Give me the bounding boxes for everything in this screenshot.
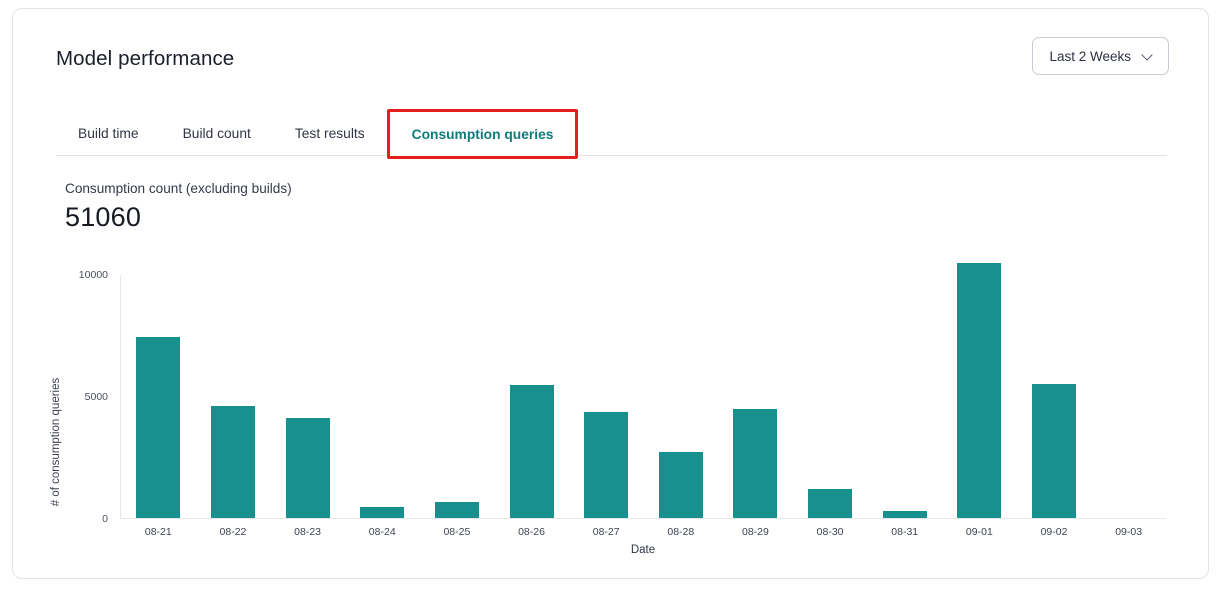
x-axis-tick: 09-01: [965, 526, 993, 538]
bar[interactable]: [509, 385, 554, 518]
x-axis-tick: 08-26: [518, 526, 545, 538]
metric-label: Consumption count (excluding builds): [65, 181, 292, 196]
chevron-down-icon: [1143, 51, 1154, 62]
x-axis-tick: 09-02: [1040, 526, 1068, 538]
x-axis-tick: 09-03: [1115, 526, 1143, 538]
model-performance-card: Model performance Last 2 Weeks Build tim…: [12, 8, 1209, 579]
bar-slot: 08-29: [718, 275, 793, 538]
bar-slot: 08-26: [494, 275, 569, 538]
x-axis-tick: 08-29: [742, 526, 769, 538]
bar[interactable]: [584, 411, 629, 518]
x-axis-tick: 08-28: [667, 526, 695, 538]
time-range-select[interactable]: Last 2 Weeks: [1032, 37, 1169, 75]
tab-label: Build time: [78, 125, 139, 141]
y-axis-title: # of consumption queries: [50, 377, 62, 507]
bar-slot: 08-21: [121, 275, 196, 538]
x-axis-tick: 08-22: [219, 526, 247, 538]
tab-build-count[interactable]: Build count: [160, 110, 273, 156]
bar[interactable]: [1032, 383, 1076, 518]
bar-slot: 08-30: [793, 275, 868, 538]
x-axis-tick: 08-21: [144, 526, 172, 538]
bar[interactable]: [733, 409, 778, 518]
bar-slot: 09-01: [942, 263, 1017, 538]
bar-slot: 08-22: [196, 275, 271, 538]
bar[interactable]: [210, 405, 255, 518]
tab-label: Build count: [182, 125, 251, 141]
bar-slot: 08-23: [270, 275, 345, 538]
x-axis-tick: 08-23: [294, 526, 322, 538]
metric-value: 51060: [65, 202, 142, 232]
plot-area: 08-21 08-22 08-23 08-24 08-25 08-26 08-27 08-28…: [120, 263, 1166, 538]
time-range-label: Last 2 Weeks: [1049, 48, 1131, 64]
x-axis-tick: 08-27: [592, 526, 620, 538]
x-axis-tick: 08-31: [891, 526, 919, 538]
tab-divider: [56, 155, 1167, 156]
bar[interactable]: [658, 452, 703, 518]
bar-slot: 08-27: [569, 275, 644, 538]
x-axis-tick: 08-24: [368, 526, 396, 538]
bar-slot: 09-02: [1017, 275, 1092, 538]
x-axis-title: Date: [630, 544, 656, 556]
y-axis-tick: 0: [102, 513, 108, 525]
x-axis-tick: 08-30: [816, 526, 844, 538]
x-axis-tick: 08-25: [443, 526, 471, 538]
tab-bar: Build time Build count Test results Cons…: [56, 109, 1167, 159]
bar-slot: 08-25: [420, 275, 495, 538]
y-axis-tick: 5000: [84, 391, 108, 403]
bar-slot: 08-31: [867, 275, 942, 538]
bar-slot: 08-24: [345, 275, 420, 538]
page-title: Model performance: [56, 47, 235, 70]
bar[interactable]: [136, 337, 181, 518]
bar[interactable]: [360, 507, 405, 518]
bar-series: 08-21 08-22 08-23 08-24 08-25 08-26 08-27 08-28…: [121, 263, 1166, 538]
tab-consumption-queries[interactable]: Consumption queries: [386, 109, 579, 159]
bar[interactable]: [808, 488, 853, 518]
bar[interactable]: [434, 502, 479, 518]
bar[interactable]: [285, 417, 330, 518]
tab-label: Consumption queries: [411, 126, 554, 142]
bar[interactable]: [882, 510, 927, 518]
tab-test-results[interactable]: Test results: [272, 110, 387, 156]
consumption-queries-bar-chart: # of consumption queries 0 5000 10000 08-2…: [50, 261, 1166, 571]
bar[interactable]: [957, 263, 1002, 518]
bar-slot: 08-28: [643, 275, 718, 538]
tab-build-time[interactable]: Build time: [56, 110, 161, 156]
tab-label: Test results: [294, 125, 365, 141]
bar-slot: 09-03: [1091, 275, 1166, 538]
y-axis-tick: 10000: [78, 269, 108, 281]
